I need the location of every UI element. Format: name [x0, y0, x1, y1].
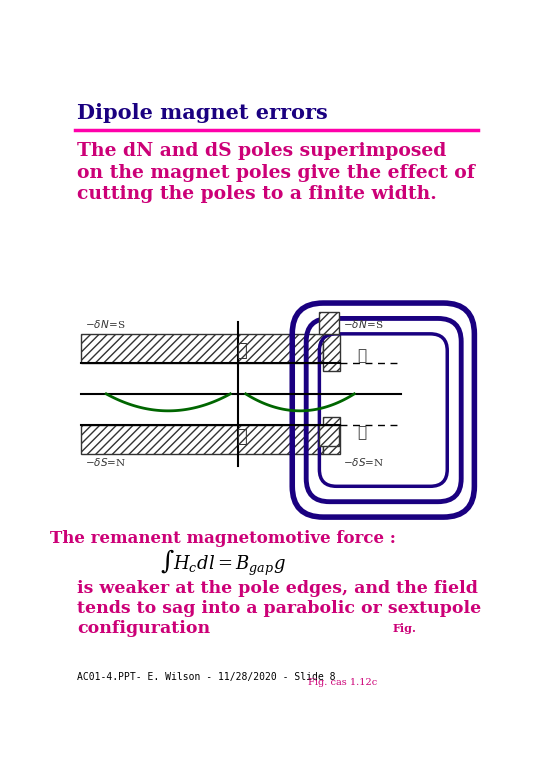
- Text: configuration: configuration: [77, 620, 210, 637]
- Text: tends to sag into a parabolic or sextupole: tends to sag into a parabolic or sextupo…: [77, 601, 481, 617]
- Bar: [323, 334, 340, 370]
- Text: $-\delta S\!=\!$N: $-\delta S\!=\!$N: [342, 456, 384, 468]
- Bar: [82, 424, 323, 454]
- Text: is weaker at the pole edges, and the field: is weaker at the pole edges, and the fie…: [77, 580, 478, 597]
- Text: AC01-4.PPT- E. Wilson - 11/28/2020 - Slide 8: AC01-4.PPT- E. Wilson - 11/28/2020 - Sli…: [77, 672, 335, 682]
- Text: on the magnet poles give the effect of: on the magnet poles give the effect of: [77, 164, 475, 182]
- Text: $-\delta N\!=\!$S: $-\delta N\!=\!$S: [342, 318, 383, 330]
- Text: Fig. cas 1.12c: Fig. cas 1.12c: [308, 678, 377, 687]
- Text: Ⓝ: Ⓝ: [357, 348, 367, 363]
- Bar: [323, 417, 340, 454]
- Bar: [82, 334, 323, 363]
- Text: cutting the poles to a finite width.: cutting the poles to a finite width.: [77, 186, 436, 204]
- Text: The dN and dS poles superimposed: The dN and dS poles superimposed: [77, 142, 446, 161]
- Text: $-\delta N\!=\!$S: $-\delta N\!=\!$S: [85, 318, 126, 330]
- Text: $\int H_c dl = B_{gap}g$: $\int H_c dl = B_{gap}g$: [160, 548, 286, 579]
- Bar: [319, 312, 339, 334]
- Text: Dipole magnet errors: Dipole magnet errors: [77, 103, 328, 123]
- Bar: [319, 424, 339, 446]
- Text: Fig.: Fig.: [393, 623, 417, 634]
- Text: Ⓝ: Ⓝ: [237, 342, 247, 360]
- Text: Ⓢ: Ⓢ: [357, 425, 367, 440]
- Text: $-\delta S\!=\!$N: $-\delta S\!=\!$N: [85, 456, 127, 468]
- Text: The remanent magnetomotive force :: The remanent magnetomotive force :: [50, 530, 395, 547]
- Text: Ⓢ: Ⓢ: [237, 428, 247, 446]
